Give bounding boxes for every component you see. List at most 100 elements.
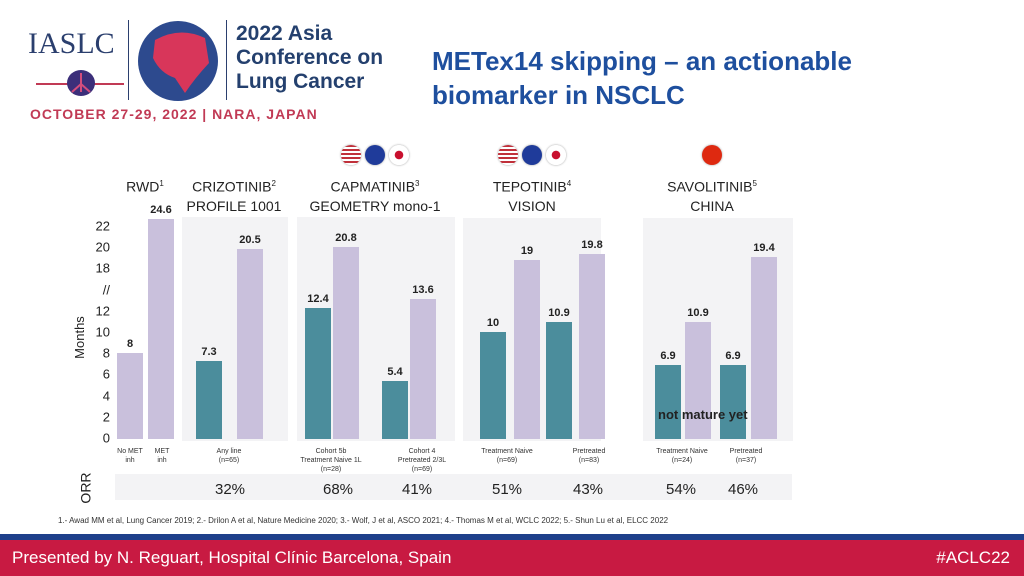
legend-os: OS: [819, 286, 900, 317]
legend-label: PFS: [844, 254, 875, 271]
footer-blue-line: [0, 534, 1024, 540]
bar-value-label: 20.5: [239, 233, 261, 246]
bar-value-label: 10.9: [687, 307, 709, 320]
bar-value-label: 7.3: [201, 345, 217, 358]
bar-value-label: 5.4: [387, 365, 403, 378]
hashtag: #ACLC22: [936, 548, 1010, 567]
bar-os: [333, 246, 359, 439]
group-title: TEPOTINIB4 VISION: [493, 174, 571, 216]
conference-line: Lung Cancer: [236, 70, 365, 93]
y-tick-label: 18: [95, 260, 110, 276]
group-title-line: CRIZOTINIB2: [187, 174, 282, 197]
orr-value: 68%: [322, 481, 354, 498]
bar-value-label: 20.8: [335, 231, 357, 244]
bar-pfs: [480, 332, 506, 439]
group-name: TEPOTINIB: [492, 178, 567, 195]
bar-value-label: 8: [126, 338, 134, 351]
reference-marker: 2: [271, 179, 276, 188]
bar-value-label: 19.4: [753, 241, 775, 254]
globe-logo-icon: [138, 21, 218, 101]
flag-us-icon: [341, 145, 361, 165]
bar-value-label: 10.9: [548, 307, 570, 320]
bar-value-label: 19.8: [581, 239, 603, 252]
bar-pfs: [720, 364, 746, 439]
legend-label: OS: [848, 293, 871, 310]
bar-os: [237, 248, 263, 439]
bar-os: [685, 322, 711, 439]
group-name: SAVOLITINIB: [667, 178, 753, 195]
reference-marker: 4: [566, 179, 572, 188]
slide-title-line: biomarker in NSCLC: [432, 80, 685, 110]
logo-divider: [128, 20, 129, 100]
y-tick-label: 8: [102, 345, 110, 361]
bar-pfs: [546, 322, 572, 439]
bar-os: [117, 353, 143, 439]
orr-value: 51%: [491, 481, 523, 498]
bar-os: [514, 259, 540, 439]
category-label: Cohort 4 Pretreated 2/3L (n=69): [397, 448, 447, 473]
iaslc-logo: IASLC: [28, 27, 115, 60]
slide-title-line: METex14 skipping – an actionable: [432, 46, 852, 76]
slide-title: METex14 skipping – an actionable biomark…: [432, 44, 852, 112]
group-subtitle: VISION: [508, 197, 556, 214]
bar-os: [579, 254, 605, 439]
category-label: Pretreated (n=83): [572, 448, 606, 464]
group-subtitle: PROFILE 1001: [186, 197, 282, 214]
bar-os: [148, 219, 174, 439]
group-name: RWD: [126, 178, 160, 195]
group-title-line: TEPOTINIB4: [493, 174, 571, 197]
orr-value: 46%: [727, 481, 759, 498]
category-label: Pretreated (n=37): [729, 448, 763, 464]
bar-value-label: 24.6: [150, 204, 172, 217]
group-subtitle: GEOMETRY mono-1: [309, 197, 441, 214]
y-tick-label: 2: [102, 409, 110, 425]
orr-value: 41%: [401, 481, 433, 498]
group-subtitle: CHINA: [690, 197, 734, 214]
conference-line: Conference on: [236, 46, 384, 69]
bar-value-label: 19: [520, 244, 534, 257]
references: 1.- Awad MM et al, Lung Cancer 2019; 2.-…: [58, 516, 669, 525]
category-label: No MET inh: [117, 448, 143, 464]
flag-eu-icon: [522, 145, 542, 165]
orr-label: ORR: [77, 472, 94, 504]
group-title-line: CAPMATINIB3: [310, 174, 441, 197]
group-title: CRIZOTINIB2 PROFILE 1001: [187, 174, 282, 216]
reference-marker: 5: [752, 179, 757, 188]
flag-us-icon: [498, 145, 518, 165]
y-tick-label: 20: [95, 239, 110, 255]
footer-band: Presented by N. Reguart, Hospital Clínic…: [0, 540, 1024, 576]
y-tick-label: 4: [102, 388, 110, 404]
group-name: CRIZOTINIB: [192, 178, 272, 195]
flag-cn-icon: [702, 145, 722, 165]
y-tick-label: 12: [95, 303, 110, 319]
flag-jp-icon: [389, 145, 409, 165]
bar-value-label: 12.4: [307, 293, 329, 306]
y-tick-label: 6: [102, 366, 110, 382]
annotation-not-mature: not mature yet: [658, 407, 748, 422]
category-label: MET inh: [154, 448, 170, 464]
presenter: Presented by N. Reguart, Hospital Clínic…: [12, 548, 452, 567]
y-tick-label: 22: [95, 218, 110, 234]
group-title: RWD1: [126, 174, 164, 197]
group-title: CAPMATINIB3 GEOMETRY mono-1: [310, 174, 441, 216]
bar-os: [410, 299, 436, 439]
reference-marker: 3: [415, 179, 420, 188]
bar-value-label: 13.6: [412, 284, 434, 297]
flag-eu-icon: [365, 145, 385, 165]
category-label: Any line (n=65): [216, 448, 242, 464]
bar-value-label: 10: [486, 317, 500, 329]
group-title: SAVOLITINIB5 CHINA: [667, 174, 757, 216]
category-label: Treatment Naive (n=24): [656, 448, 708, 464]
bar-pfs: [655, 364, 681, 439]
bar-os: [751, 256, 777, 439]
reference-marker: 1: [159, 179, 164, 188]
bar-value-label: 6.9: [725, 349, 741, 362]
flag-jp-icon: [546, 145, 566, 165]
bar-pfs: [196, 360, 222, 439]
conference-line: 2022 Asia: [236, 22, 333, 45]
orr-value: 43%: [572, 481, 604, 498]
y-tick-label: //: [102, 282, 110, 298]
orr-strip: [115, 474, 792, 500]
lungs-logo-icon: [36, 70, 124, 96]
orr-value: 54%: [665, 481, 697, 498]
